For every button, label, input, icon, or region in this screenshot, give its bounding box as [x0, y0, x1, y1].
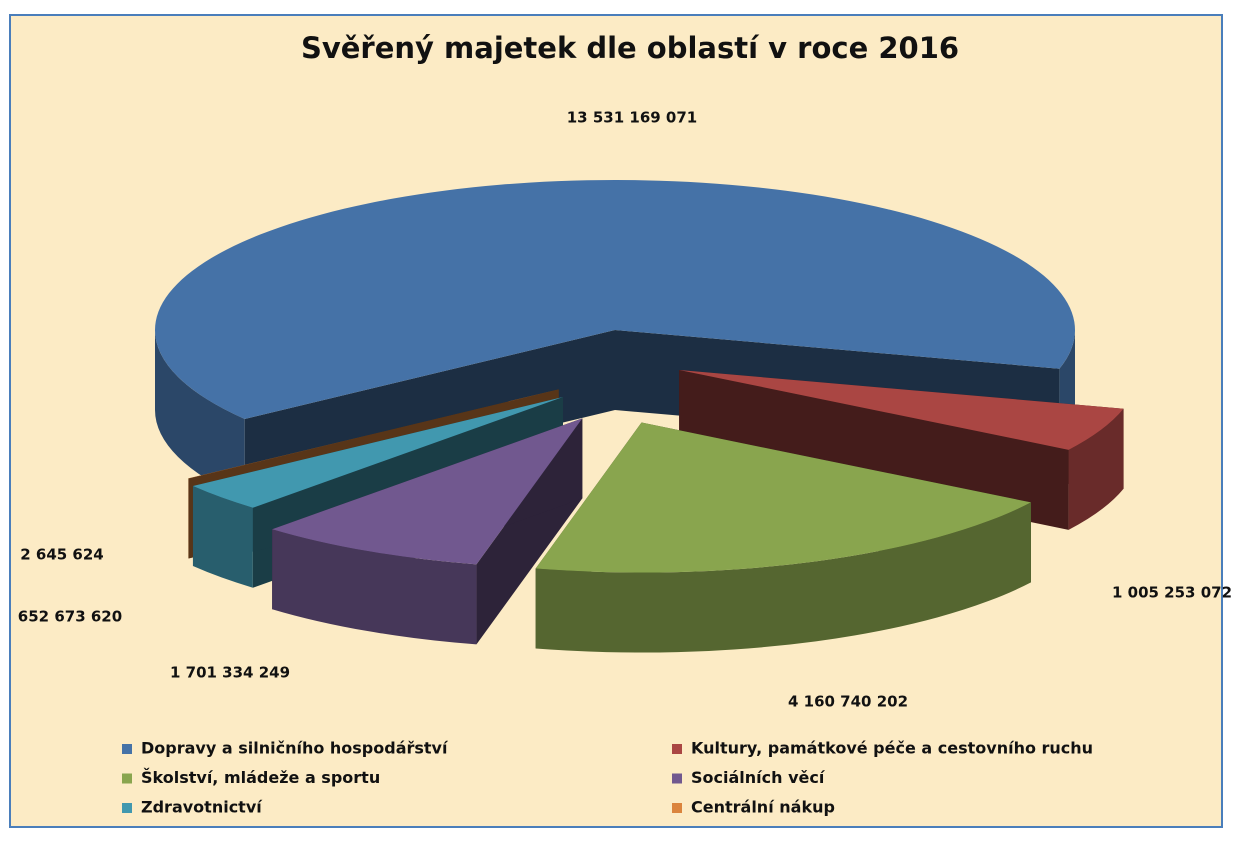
legend-swatch — [672, 773, 682, 784]
slice-side — [272, 529, 477, 645]
slice-wall — [192, 396, 564, 567]
chart-title: Svěřený majetek dle oblastí v roce 2016 — [301, 31, 959, 65]
data-label: 2 645 624 — [20, 546, 104, 564]
data-label: 1 005 253 072 — [1112, 584, 1232, 602]
legend-swatch — [672, 744, 682, 754]
data-label: 1 701 334 249 — [170, 664, 290, 682]
legend-label: Sociálních věcí — [691, 768, 826, 787]
slice-side — [1068, 408, 1124, 530]
legend-swatch — [122, 744, 132, 754]
legend-swatch — [122, 773, 132, 784]
legend-label: Kultury, památkové péče a cestovního ruc… — [691, 739, 1093, 758]
pie-slice — [188, 389, 559, 479]
slice-side — [535, 502, 1031, 653]
data-label: 13 531 169 071 — [567, 109, 697, 127]
slice-side — [192, 486, 253, 588]
data-label: 4 160 740 202 — [788, 693, 908, 711]
pie-slice — [154, 179, 1075, 420]
legend-swatch — [122, 803, 132, 813]
legend-swatch — [672, 803, 682, 813]
pie-slice — [272, 418, 583, 565]
pie-slice — [679, 369, 1124, 450]
legend-label: Zdravotnictví — [141, 798, 263, 817]
pie-slice — [192, 396, 564, 508]
legend-label: Školství, mládeže a sportu — [141, 768, 380, 787]
pie-slice — [535, 422, 1031, 573]
data-label: 652 673 620 — [18, 608, 122, 626]
legend-label: Dopravy a silničního hospodářství — [141, 739, 449, 758]
slice-wall — [679, 369, 1069, 530]
slice-side — [155, 330, 245, 500]
legend-label: Centrální nákup — [691, 798, 835, 817]
